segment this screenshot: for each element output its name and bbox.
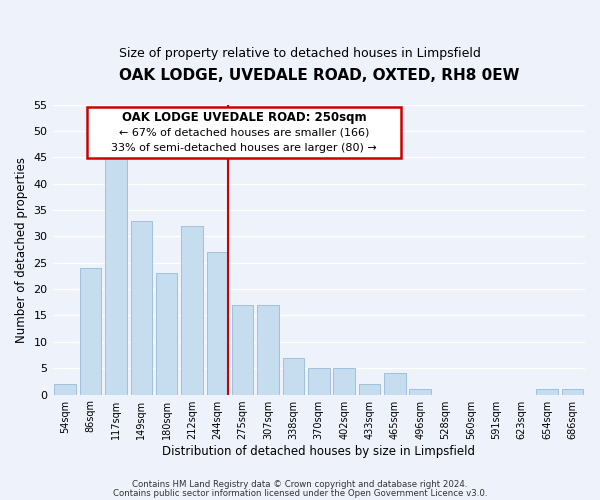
Bar [206,252,228,394]
Bar [55,384,76,394]
Text: Size of property relative to detached houses in Limpsfield: Size of property relative to detached ho… [119,48,481,60]
Bar [308,368,329,394]
Bar [359,384,380,394]
Bar [334,368,355,394]
X-axis label: Distribution of detached houses by size in Limpsfield: Distribution of detached houses by size … [162,444,475,458]
Text: Contains HM Land Registry data © Crown copyright and database right 2024.: Contains HM Land Registry data © Crown c… [132,480,468,489]
Bar [283,358,304,395]
Bar [105,152,127,394]
Text: ← 67% of detached houses are smaller (166): ← 67% of detached houses are smaller (16… [119,128,370,138]
Text: 33% of semi-detached houses are larger (80) →: 33% of semi-detached houses are larger (… [112,143,377,153]
Bar [156,274,178,394]
Title: OAK LODGE, UVEDALE ROAD, OXTED, RH8 0EW: OAK LODGE, UVEDALE ROAD, OXTED, RH8 0EW [119,68,519,82]
Text: Contains public sector information licensed under the Open Government Licence v3: Contains public sector information licen… [113,488,487,498]
FancyBboxPatch shape [87,108,401,158]
Bar [232,305,253,394]
Bar [131,220,152,394]
Text: OAK LODGE UVEDALE ROAD: 250sqm: OAK LODGE UVEDALE ROAD: 250sqm [122,111,367,124]
Y-axis label: Number of detached properties: Number of detached properties [15,156,28,342]
Bar [257,305,279,394]
Bar [384,374,406,394]
Bar [562,390,583,394]
Bar [181,226,203,394]
Bar [536,390,558,394]
Bar [409,390,431,394]
Bar [80,268,101,394]
